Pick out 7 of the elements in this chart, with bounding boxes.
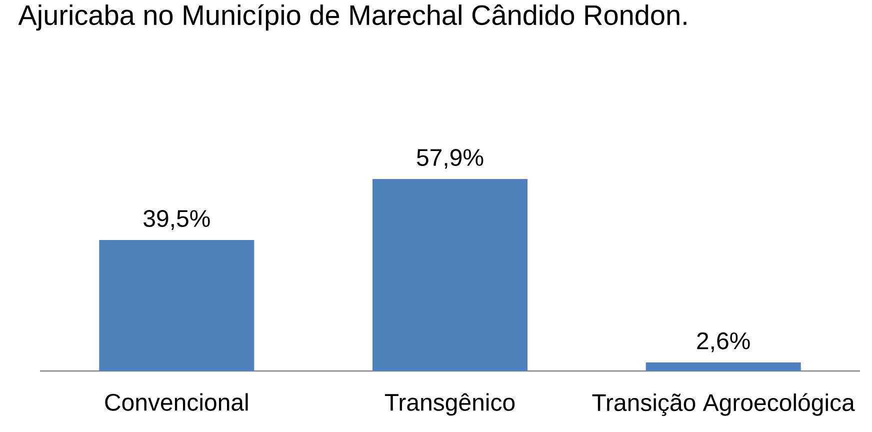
x-tick-label: Transgênico	[384, 393, 515, 416]
x-tick-label: Transição Agroecológica	[592, 393, 855, 416]
data-label: 57,9%	[416, 148, 484, 169]
data-label: 2,6%	[697, 332, 750, 352]
chart-title: Ajuricaba no Município de Marechal Cândido Rondon.	[18, 4, 686, 31]
x-tick-label: Convencional	[105, 393, 248, 411]
data-label: 39,5%	[144, 210, 210, 230]
